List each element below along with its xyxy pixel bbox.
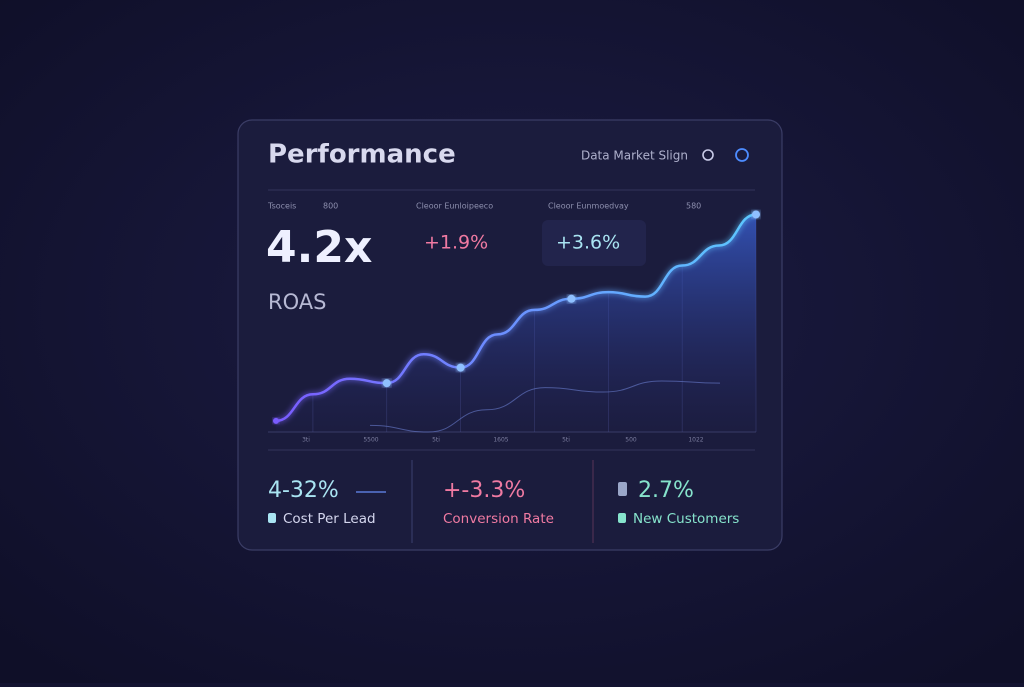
delta: +3.6%: [556, 232, 620, 254]
refresh-icon[interactable]: [735, 148, 749, 162]
stat-label: Conversion Rate: [443, 511, 554, 527]
point: [382, 379, 391, 388]
top-label: 580: [686, 202, 701, 211]
x-tick-label: 5500: [363, 437, 378, 444]
stat-icon: [268, 513, 276, 523]
top-label: Cleoor Eunmoedvay: [548, 202, 629, 211]
delta: +1.9%: [424, 232, 488, 254]
header-text: Data Market Slign: [581, 149, 688, 163]
line: [275, 213, 757, 423]
stats: 4-32% Cost Per Lead +-3.3% Conversion Rate 2…: [268, 478, 739, 527]
top-label: Tsoceis: [267, 202, 296, 211]
x-tick-label: 5ti: [432, 437, 440, 444]
icon[interactable]: [702, 149, 714, 161]
delta-box: [542, 220, 646, 266]
chart: 3ti 5500 5ti 1605 5ti 500 1022: [268, 210, 760, 444]
x-tick-label: 5ti: [562, 437, 570, 444]
point: [752, 210, 760, 219]
stat-value: 2.7%: [638, 478, 694, 503]
x-tick-label: 1022: [688, 437, 703, 444]
point: [567, 294, 576, 303]
title: Performance: [268, 140, 456, 170]
point: [273, 417, 279, 424]
x-tick-label: 500: [625, 437, 637, 444]
x-tick-label: 1605: [493, 437, 508, 444]
stat-icon: [618, 482, 627, 496]
stat-value: +-3.3%: [443, 478, 525, 503]
stat-label: Cost Per Lead: [283, 511, 376, 527]
top-label: Cleoor Eunloipeeco: [416, 202, 493, 211]
headline-value: 4.2x: [266, 222, 372, 273]
secondary-line: [369, 380, 721, 433]
point: [456, 363, 465, 372]
x-tick-label: 3ti: [302, 437, 310, 444]
headline-label: ROAS: [268, 290, 326, 314]
stat-icon: [618, 513, 626, 523]
stat-label: New Customers: [633, 511, 739, 527]
top-label: 800: [323, 202, 338, 211]
stat-value: 4-32%: [268, 478, 339, 503]
